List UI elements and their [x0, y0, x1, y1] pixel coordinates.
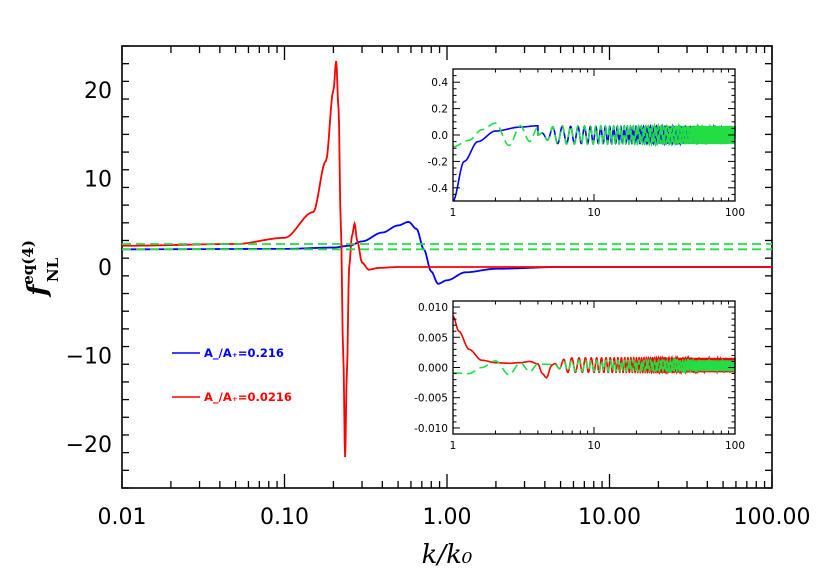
- main-y-tick-label: 0: [98, 256, 112, 281]
- inset-top-x-tick-label: 10: [587, 207, 600, 219]
- main-series-0-solid-line: [122, 221, 772, 285]
- main-x-tick-label: 1.00: [423, 505, 472, 530]
- inset-top-y-tick-label: 0.0: [431, 130, 448, 142]
- main-y-tick-label: −20: [66, 433, 112, 458]
- inset-top-tick-labels: 1 10 100 -0.4 -0.2 0.0 0.2 0.4: [428, 77, 746, 219]
- inset-bottom-axis-ticks: [452, 300, 736, 435]
- inset-bottom-y-tick-label: 0.010: [418, 302, 448, 314]
- legend: A_/A₊=0.216 A_/A₊=0.0216: [172, 346, 292, 405]
- inset-bottom-y-tick-label: -0.010: [414, 423, 448, 435]
- inset-top-x-tick-label: 100: [725, 207, 745, 219]
- inset-top-axis-ticks: [452, 68, 736, 202]
- main-y-tick-label: 20: [84, 79, 112, 104]
- inset-top-y-tick-label: 0.4: [431, 77, 448, 89]
- svg-text:feq(4)NL: feq(4) NL: [19, 240, 62, 298]
- main-axis-ticks: [121, 45, 773, 489]
- y-axis-title: feq(4) NL: [19, 240, 62, 298]
- inset-top-x-tick-label: 1: [450, 207, 457, 219]
- main-series-layer: [122, 60, 772, 458]
- inset-bottom-y-tick-label: 0.000: [418, 363, 448, 375]
- inset-bottom-x-tick-label: 10: [587, 440, 600, 452]
- inset-top-panel: 1 10 100 -0.4 -0.2 0.0 0.2 0.4: [428, 68, 746, 219]
- main-x-tick-label: 10.00: [578, 505, 641, 530]
- y-axis-title-main: f: [23, 281, 53, 298]
- y-axis-title-sub: NL: [44, 257, 62, 282]
- main-y-tick-label: −10: [66, 344, 112, 369]
- main-x-tick-label: 100.00: [734, 505, 811, 530]
- inset-bottom-y-tick-label: 0.005: [418, 332, 448, 344]
- main-x-tick-label: 0.01: [98, 505, 147, 530]
- inset-bottom-series-1-dashed-line: [452, 357, 736, 376]
- inset-bottom-y-tick-label: -0.005: [414, 393, 448, 405]
- main-y-tick-label: 10: [84, 168, 112, 193]
- inset-bottom-panel: 1 10 100 -0.010 -0.005 0.000 0.005 0.010: [414, 300, 745, 452]
- inset-top-series-layer: [452, 122, 736, 202]
- inset-bottom-tick-labels: 1 10 100 -0.010 -0.005 0.000 0.005 0.010: [414, 302, 745, 452]
- inset-top-y-tick-label: -0.4: [428, 183, 449, 195]
- inset-top-series-1-dashed-line: [452, 122, 736, 148]
- x-axis-title: k/k₀: [422, 540, 473, 570]
- inset-bottom-series-layer: [452, 315, 736, 379]
- inset-top-y-tick-label: 0.2: [431, 104, 448, 116]
- inset-bottom-x-tick-label: 1: [450, 440, 457, 452]
- main-x-tick-label: 0.10: [260, 505, 309, 530]
- legend-label-red: A_/A₊=0.0216: [204, 390, 292, 405]
- inset-bottom-x-tick-label: 100: [725, 440, 745, 452]
- inset-top-y-tick-label: -0.2: [428, 156, 449, 168]
- legend-label-blue: A_/A₊=0.216: [204, 346, 284, 361]
- y-axis-title-super: eq(4): [19, 240, 37, 285]
